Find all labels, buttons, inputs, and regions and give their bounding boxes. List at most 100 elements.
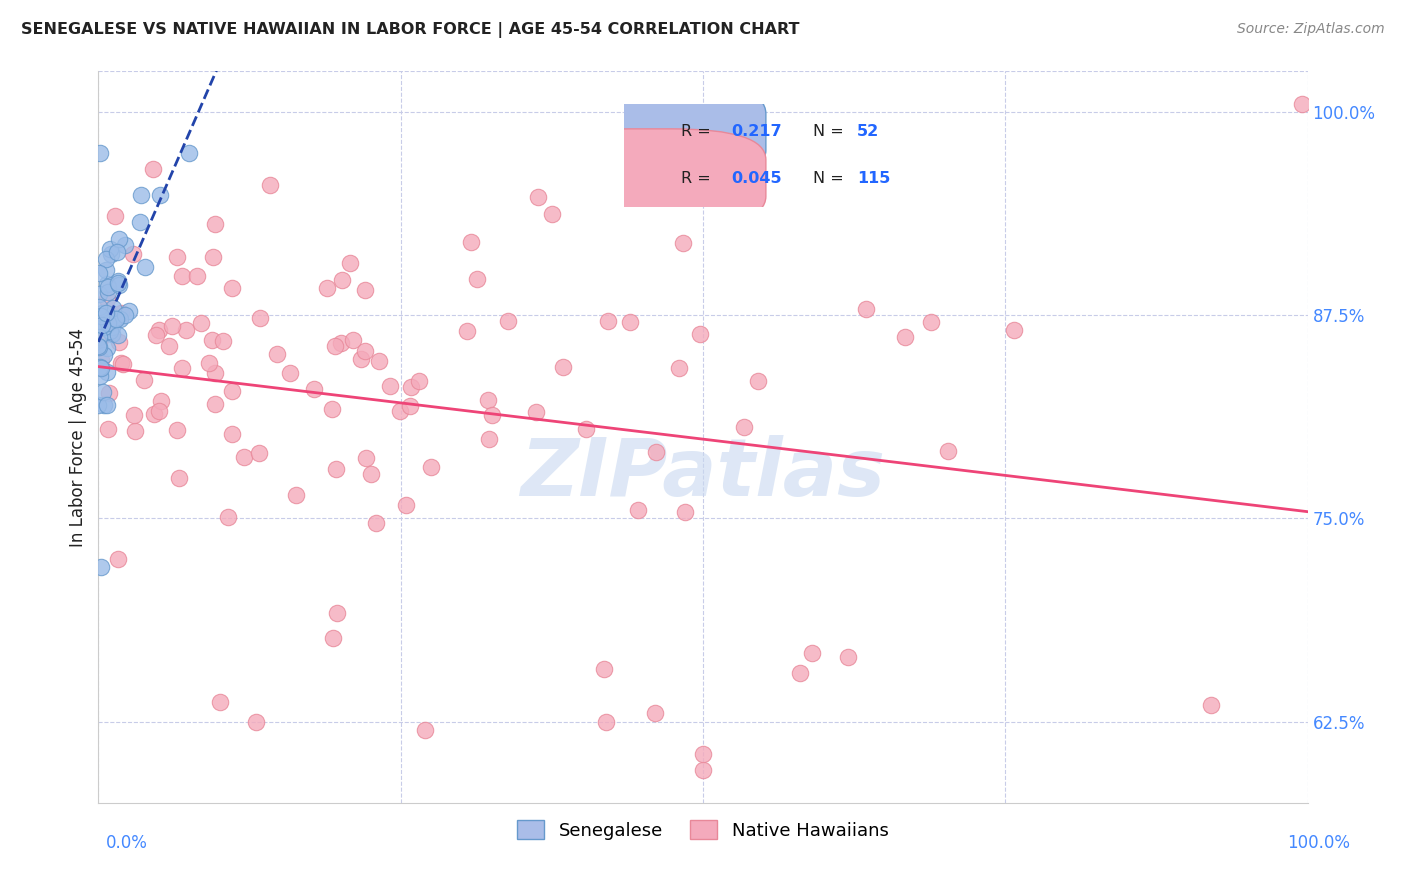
Point [96,398,118,412]
Point [413,723,436,737]
Text: 100.0%: 100.0% [1286,834,1350,852]
Point [326,606,349,620]
Point [90,361,112,376]
Point [401,380,423,394]
Point [87,286,110,301]
Point [89,341,111,355]
Point [325,462,347,476]
Point [575,422,598,436]
Point [105,312,128,326]
Point [108,278,131,293]
Point [148,323,170,337]
Point [733,420,755,434]
Point [221,280,243,294]
Text: SENEGALESE VS NATIVE HAWAIIAN IN LABOR FORCE | AGE 45-54 CORRELATION CHART: SENEGALESE VS NATIVE HAWAIIAN IN LABOR F… [21,22,800,38]
Point [110,306,132,320]
Point [233,450,256,465]
Point [105,245,128,260]
Point [496,314,519,328]
Point [302,383,325,397]
Point [145,328,167,343]
Point [108,312,131,326]
Point [339,256,361,270]
Text: Source: ZipAtlas.com: Source: ZipAtlas.com [1237,22,1385,37]
Point [96,341,118,355]
Point [98,242,121,256]
Point [172,360,194,375]
Point [644,445,666,459]
Point [112,357,135,371]
Point [108,231,131,245]
Point [315,281,337,295]
Point [148,404,170,418]
Point [1002,323,1025,337]
Point [208,695,231,709]
Point [460,235,482,249]
Point [524,405,547,419]
Point [90,310,112,324]
Point [920,315,942,329]
Legend: Senegalese, Native Hawaiians: Senegalese, Native Hawaiians [509,811,897,848]
Point [692,764,714,778]
Point [217,509,239,524]
Point [456,324,478,338]
Point [134,260,156,274]
Point [689,327,711,342]
Point [160,318,183,333]
Point [97,422,120,436]
Point [395,498,418,512]
Point [93,398,115,412]
Point [97,385,120,400]
Point [122,408,145,422]
Point [94,306,117,320]
Point [177,145,200,160]
Point [672,235,695,250]
Point [87,300,110,314]
Point [96,365,118,379]
Point [166,423,188,437]
Point [360,467,382,481]
Point [204,217,226,231]
Point [855,302,877,317]
Point [204,397,226,411]
Point [367,353,389,368]
Point [186,268,208,283]
Point [284,488,307,502]
Point [894,330,917,344]
Point [91,306,114,320]
Point [89,368,111,383]
Point [98,324,121,338]
Point [107,276,129,290]
Point [149,188,172,202]
Point [96,277,118,292]
Point [87,266,110,280]
Point [366,516,388,531]
Point [1291,96,1313,111]
Point [132,373,155,387]
Point [110,356,132,370]
Point [420,459,443,474]
Point [201,333,224,347]
Point [97,316,120,330]
Point [93,319,115,334]
Point [481,408,503,422]
Point [801,646,824,660]
Point [124,424,146,438]
Point [221,426,243,441]
Point [87,398,110,412]
Point [619,314,641,328]
Point [247,445,270,459]
Point [89,360,111,375]
Y-axis label: In Labor Force | Age 45-54: In Labor Force | Age 45-54 [69,327,87,547]
Point [789,665,811,680]
Point [551,359,574,374]
Point [323,338,346,352]
Point [245,714,267,729]
Point [596,314,619,328]
Point [388,404,411,418]
Point [101,320,124,334]
Point [107,274,129,288]
Point [668,361,690,376]
Point [644,706,666,721]
Point [202,251,225,265]
